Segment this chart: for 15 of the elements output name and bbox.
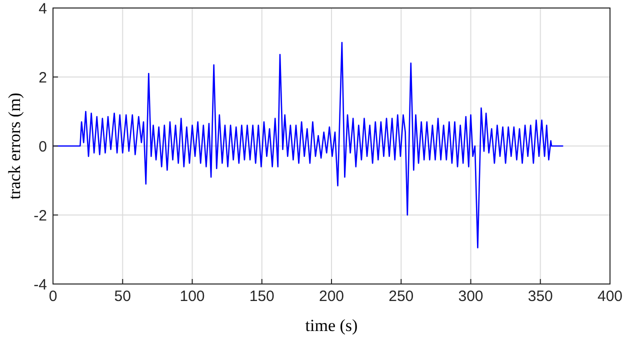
x-tick-label: 250 bbox=[388, 288, 414, 305]
x-tick-label: 50 bbox=[114, 288, 131, 305]
y-tick-label: -4 bbox=[34, 276, 47, 294]
y-tick-label: 4 bbox=[38, 0, 47, 18]
x-tick-label: 100 bbox=[180, 288, 205, 305]
y-axis-title: track errors (m) bbox=[5, 92, 24, 200]
x-tick-label: 300 bbox=[458, 288, 484, 305]
y-tick-label: 0 bbox=[38, 138, 47, 156]
y-tick-label: 2 bbox=[38, 69, 47, 86]
x-tick-label: 400 bbox=[597, 288, 623, 305]
x-tick-label: 350 bbox=[528, 288, 553, 305]
x-tick-label: 200 bbox=[318, 288, 344, 305]
x-axis-title: time (s) bbox=[305, 316, 358, 335]
x-tick-label: 150 bbox=[249, 288, 274, 305]
y-tick-label: -2 bbox=[34, 207, 47, 224]
